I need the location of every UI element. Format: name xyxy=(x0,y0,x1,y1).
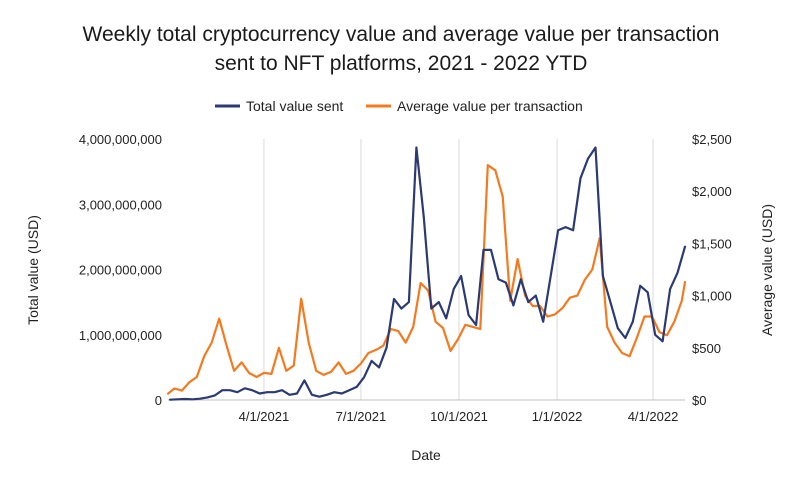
legend-label: Total value sent xyxy=(246,98,343,114)
grid-lines xyxy=(168,139,685,401)
right-tick-label: $2,500 xyxy=(692,132,732,147)
right-tick-label: $2,000 xyxy=(692,184,732,199)
left-tick-label: 2,000,000,000 xyxy=(79,263,162,278)
x-tick-label: 4/1/2022 xyxy=(628,409,679,424)
left-tick-label: 3,000,000,000 xyxy=(79,197,162,212)
x-tick-label: 1/1/2022 xyxy=(532,409,583,424)
x-tick-label: 10/1/2021 xyxy=(430,409,488,424)
right-tick-label: $1,500 xyxy=(692,236,732,251)
left-axis-ticks: 0 1,000,000,000 2,000,000,000 3,000,000,000… xyxy=(79,132,162,408)
chart-title-line-2: sent to NFT platforms, 2021 - 2022 YTD xyxy=(215,52,588,75)
x-tick-label: 7/1/2021 xyxy=(336,409,387,424)
right-axis-ticks: $0 $500 $1,000 $1,500 $2,000 $2,500 xyxy=(692,132,732,408)
right-tick-label: $1,000 xyxy=(692,289,732,304)
left-axis-label: Total value (USD) xyxy=(25,215,41,325)
right-tick-label: $500 xyxy=(692,341,721,356)
right-axis-label: Average value (USD) xyxy=(759,204,775,336)
left-tick-label: 0 xyxy=(155,393,162,408)
left-tick-label: 4,000,000,000 xyxy=(79,132,162,147)
x-axis-label: Date xyxy=(411,447,441,463)
x-tick-label: 4/1/2021 xyxy=(239,409,290,424)
chart-title-line-1: Weekly total cryptocurrency value and av… xyxy=(83,23,720,46)
left-tick-label: 1,000,000,000 xyxy=(79,328,162,343)
right-tick-label: $0 xyxy=(692,393,706,408)
series-lines xyxy=(166,146,687,401)
legend: Total value sent Average value per transa… xyxy=(215,98,583,114)
series-line-left xyxy=(169,146,687,401)
legend-label: Average value per transaction xyxy=(397,98,583,114)
series-line-right xyxy=(166,164,687,395)
x-axis-ticks: 4/1/2021 7/1/2021 10/1/2021 1/1/2022 4/1/202… xyxy=(239,409,679,424)
